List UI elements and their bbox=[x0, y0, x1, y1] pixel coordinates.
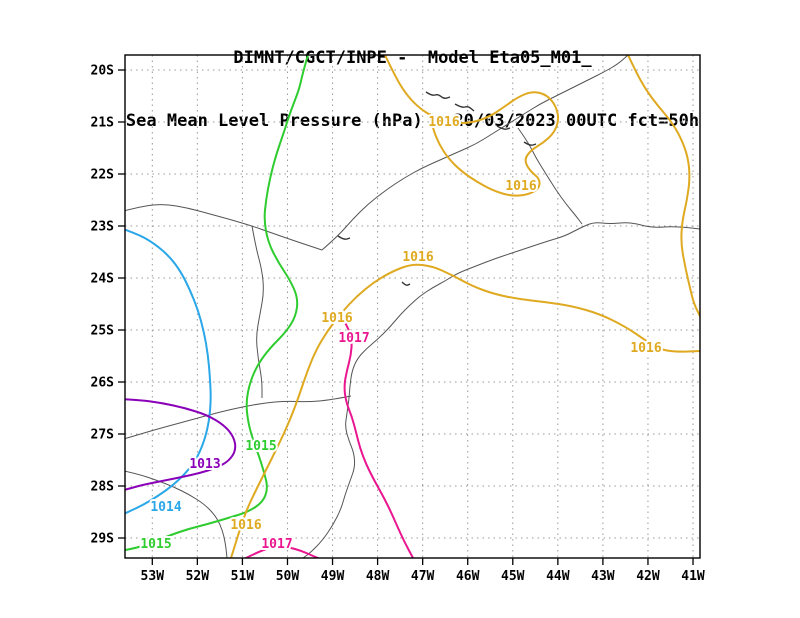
isobar-1017 bbox=[340, 315, 414, 558]
chart-title-line2: Sea Mean Level Pressure (hPa) - 20/03/20… bbox=[125, 111, 700, 131]
plot-frame bbox=[124, 54, 701, 559]
x-tick-label: 45W bbox=[501, 569, 525, 584]
isobar-label-1017: 1017 bbox=[261, 537, 292, 552]
isobar-label-1014: 1014 bbox=[150, 500, 181, 515]
x-tick-label: 48W bbox=[366, 569, 390, 584]
y-tick-label: 23S bbox=[91, 220, 115, 235]
isobar-label-1015: 1015 bbox=[140, 537, 171, 552]
contour-layer bbox=[125, 55, 700, 558]
isobar-1017 bbox=[245, 546, 319, 558]
chart-title-line1: DIMNT/CGCT/INPE - Model Eta05_M01_ bbox=[233, 48, 592, 68]
y-tick-label: 26S bbox=[91, 376, 115, 391]
state-border bbox=[517, 127, 583, 225]
isobar-1014 bbox=[125, 228, 212, 515]
isobar-label-1016: 1016 bbox=[230, 518, 261, 533]
state-border bbox=[321, 55, 629, 251]
x-tick-label: 44W bbox=[546, 569, 570, 584]
y-tick-label: 24S bbox=[91, 272, 115, 287]
water-body-mark bbox=[425, 91, 451, 99]
x-tick-label: 41W bbox=[681, 569, 705, 584]
geography-layer bbox=[125, 55, 700, 558]
y-tick-label: 20S bbox=[91, 64, 115, 79]
chart-title-block: DIMNT/CGCT/INPE - Model Eta05_M01_ Sea M… bbox=[25, 6, 800, 174]
isobar-label-1016: 1016 bbox=[428, 115, 459, 130]
isobar-1016 bbox=[627, 55, 700, 317]
isobar-label-1016: 1016 bbox=[402, 250, 433, 265]
y-tick-label: 29S bbox=[91, 532, 115, 547]
x-tick-label: 50W bbox=[276, 569, 300, 584]
water-body-mark bbox=[523, 141, 537, 146]
isobar-label-1016: 1016 bbox=[321, 311, 352, 326]
water-body-mark bbox=[337, 235, 351, 240]
x-tick-label: 47W bbox=[411, 569, 435, 584]
contour-label-layer: 1015101510141013101710171016101610161016… bbox=[138, 113, 663, 554]
water-body-mark bbox=[401, 281, 411, 286]
x-tick-label: 46W bbox=[456, 569, 480, 584]
isobar-1013 bbox=[125, 398, 237, 491]
y-tick-label: 21S bbox=[91, 116, 115, 131]
x-tick-label: 52W bbox=[186, 569, 210, 584]
isobar-1016 bbox=[384, 55, 560, 197]
isobar-label-1016: 1016 bbox=[505, 179, 536, 194]
isobar-label-1017: 1017 bbox=[338, 331, 369, 346]
y-tick-label: 27S bbox=[91, 428, 115, 443]
x-tick-label: 51W bbox=[231, 569, 255, 584]
state-border bbox=[125, 204, 323, 251]
isobar-label-1015: 1015 bbox=[245, 439, 276, 454]
x-tick-label: 53W bbox=[141, 569, 165, 584]
isobar-label-1016: 1016 bbox=[630, 341, 661, 356]
y-tick-label: 25S bbox=[91, 324, 115, 339]
water-body-mark bbox=[496, 125, 511, 130]
x-tick-label: 43W bbox=[591, 569, 615, 584]
x-tick-label: 42W bbox=[636, 569, 660, 584]
y-tick-label: 22S bbox=[91, 168, 115, 183]
axis-layer: 53W 52W 51W 50W 49W 48W 47W 46W 45W 44W 43W 42W 41W 2… bbox=[91, 64, 705, 585]
state-border bbox=[125, 395, 352, 440]
grid-layer bbox=[125, 55, 700, 558]
isobar-1016 bbox=[230, 263, 700, 558]
state-border bbox=[251, 225, 264, 398]
x-tick-label: 49W bbox=[321, 569, 345, 584]
isobar-label-1013: 1013 bbox=[189, 457, 220, 472]
state-border bbox=[125, 470, 228, 558]
isobar-1015 bbox=[125, 55, 309, 552]
water-body-mark bbox=[454, 103, 475, 112]
y-tick-label: 28S bbox=[91, 480, 115, 495]
coastline bbox=[302, 222, 700, 558]
